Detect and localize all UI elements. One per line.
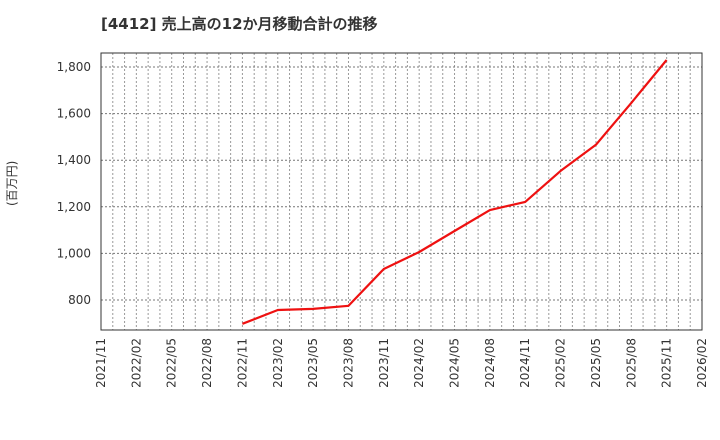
- chart-title: [4412] 売上高の12か月移動合計の推移: [101, 15, 378, 33]
- x-tick-label: 2024/11: [518, 338, 532, 388]
- x-tick-label: 2023/02: [271, 338, 285, 388]
- x-tick-label: 2026/02: [695, 338, 709, 388]
- x-tick-label: 2025/08: [624, 338, 638, 388]
- x-tick-label: 2023/11: [377, 338, 391, 388]
- y-tick-label: 1,400: [57, 153, 91, 167]
- x-tick-label: 2022/08: [200, 338, 214, 388]
- x-tick-label: 2024/02: [412, 338, 426, 388]
- y-tick-label: 1,000: [57, 246, 91, 260]
- x-tick-label: 2022/11: [235, 338, 249, 388]
- gridlines: [101, 53, 702, 330]
- x-tick-label: 2025/02: [554, 338, 568, 388]
- y-tick-label: 1,200: [57, 200, 91, 214]
- x-axis-ticks: 2021/11 2022/02 2022/05 2022/08 2022/11 2023/…: [94, 338, 709, 388]
- x-tick-label: 2021/11: [94, 338, 108, 388]
- sales-line-series: [242, 59, 668, 325]
- x-tick-label: 2025/05: [589, 338, 603, 388]
- y-tick-label: 800: [68, 293, 91, 307]
- x-tick-label: 2024/05: [448, 338, 462, 388]
- x-tick-label: 2023/05: [306, 338, 320, 388]
- x-tick-label: 2022/05: [165, 338, 179, 388]
- y-tick-label: 1,800: [57, 60, 91, 74]
- y-axis-ticks: 800 1,000 1,200 1,400 1,600 1,800: [57, 60, 91, 307]
- y-tick-label: 1,600: [57, 107, 91, 121]
- x-tick-label: 2025/11: [660, 338, 674, 388]
- x-tick-label: 2023/08: [341, 338, 355, 388]
- plot-frame: [100, 52, 703, 331]
- x-tick-label: 2022/02: [129, 338, 143, 388]
- x-tick-label: 2024/08: [483, 338, 497, 388]
